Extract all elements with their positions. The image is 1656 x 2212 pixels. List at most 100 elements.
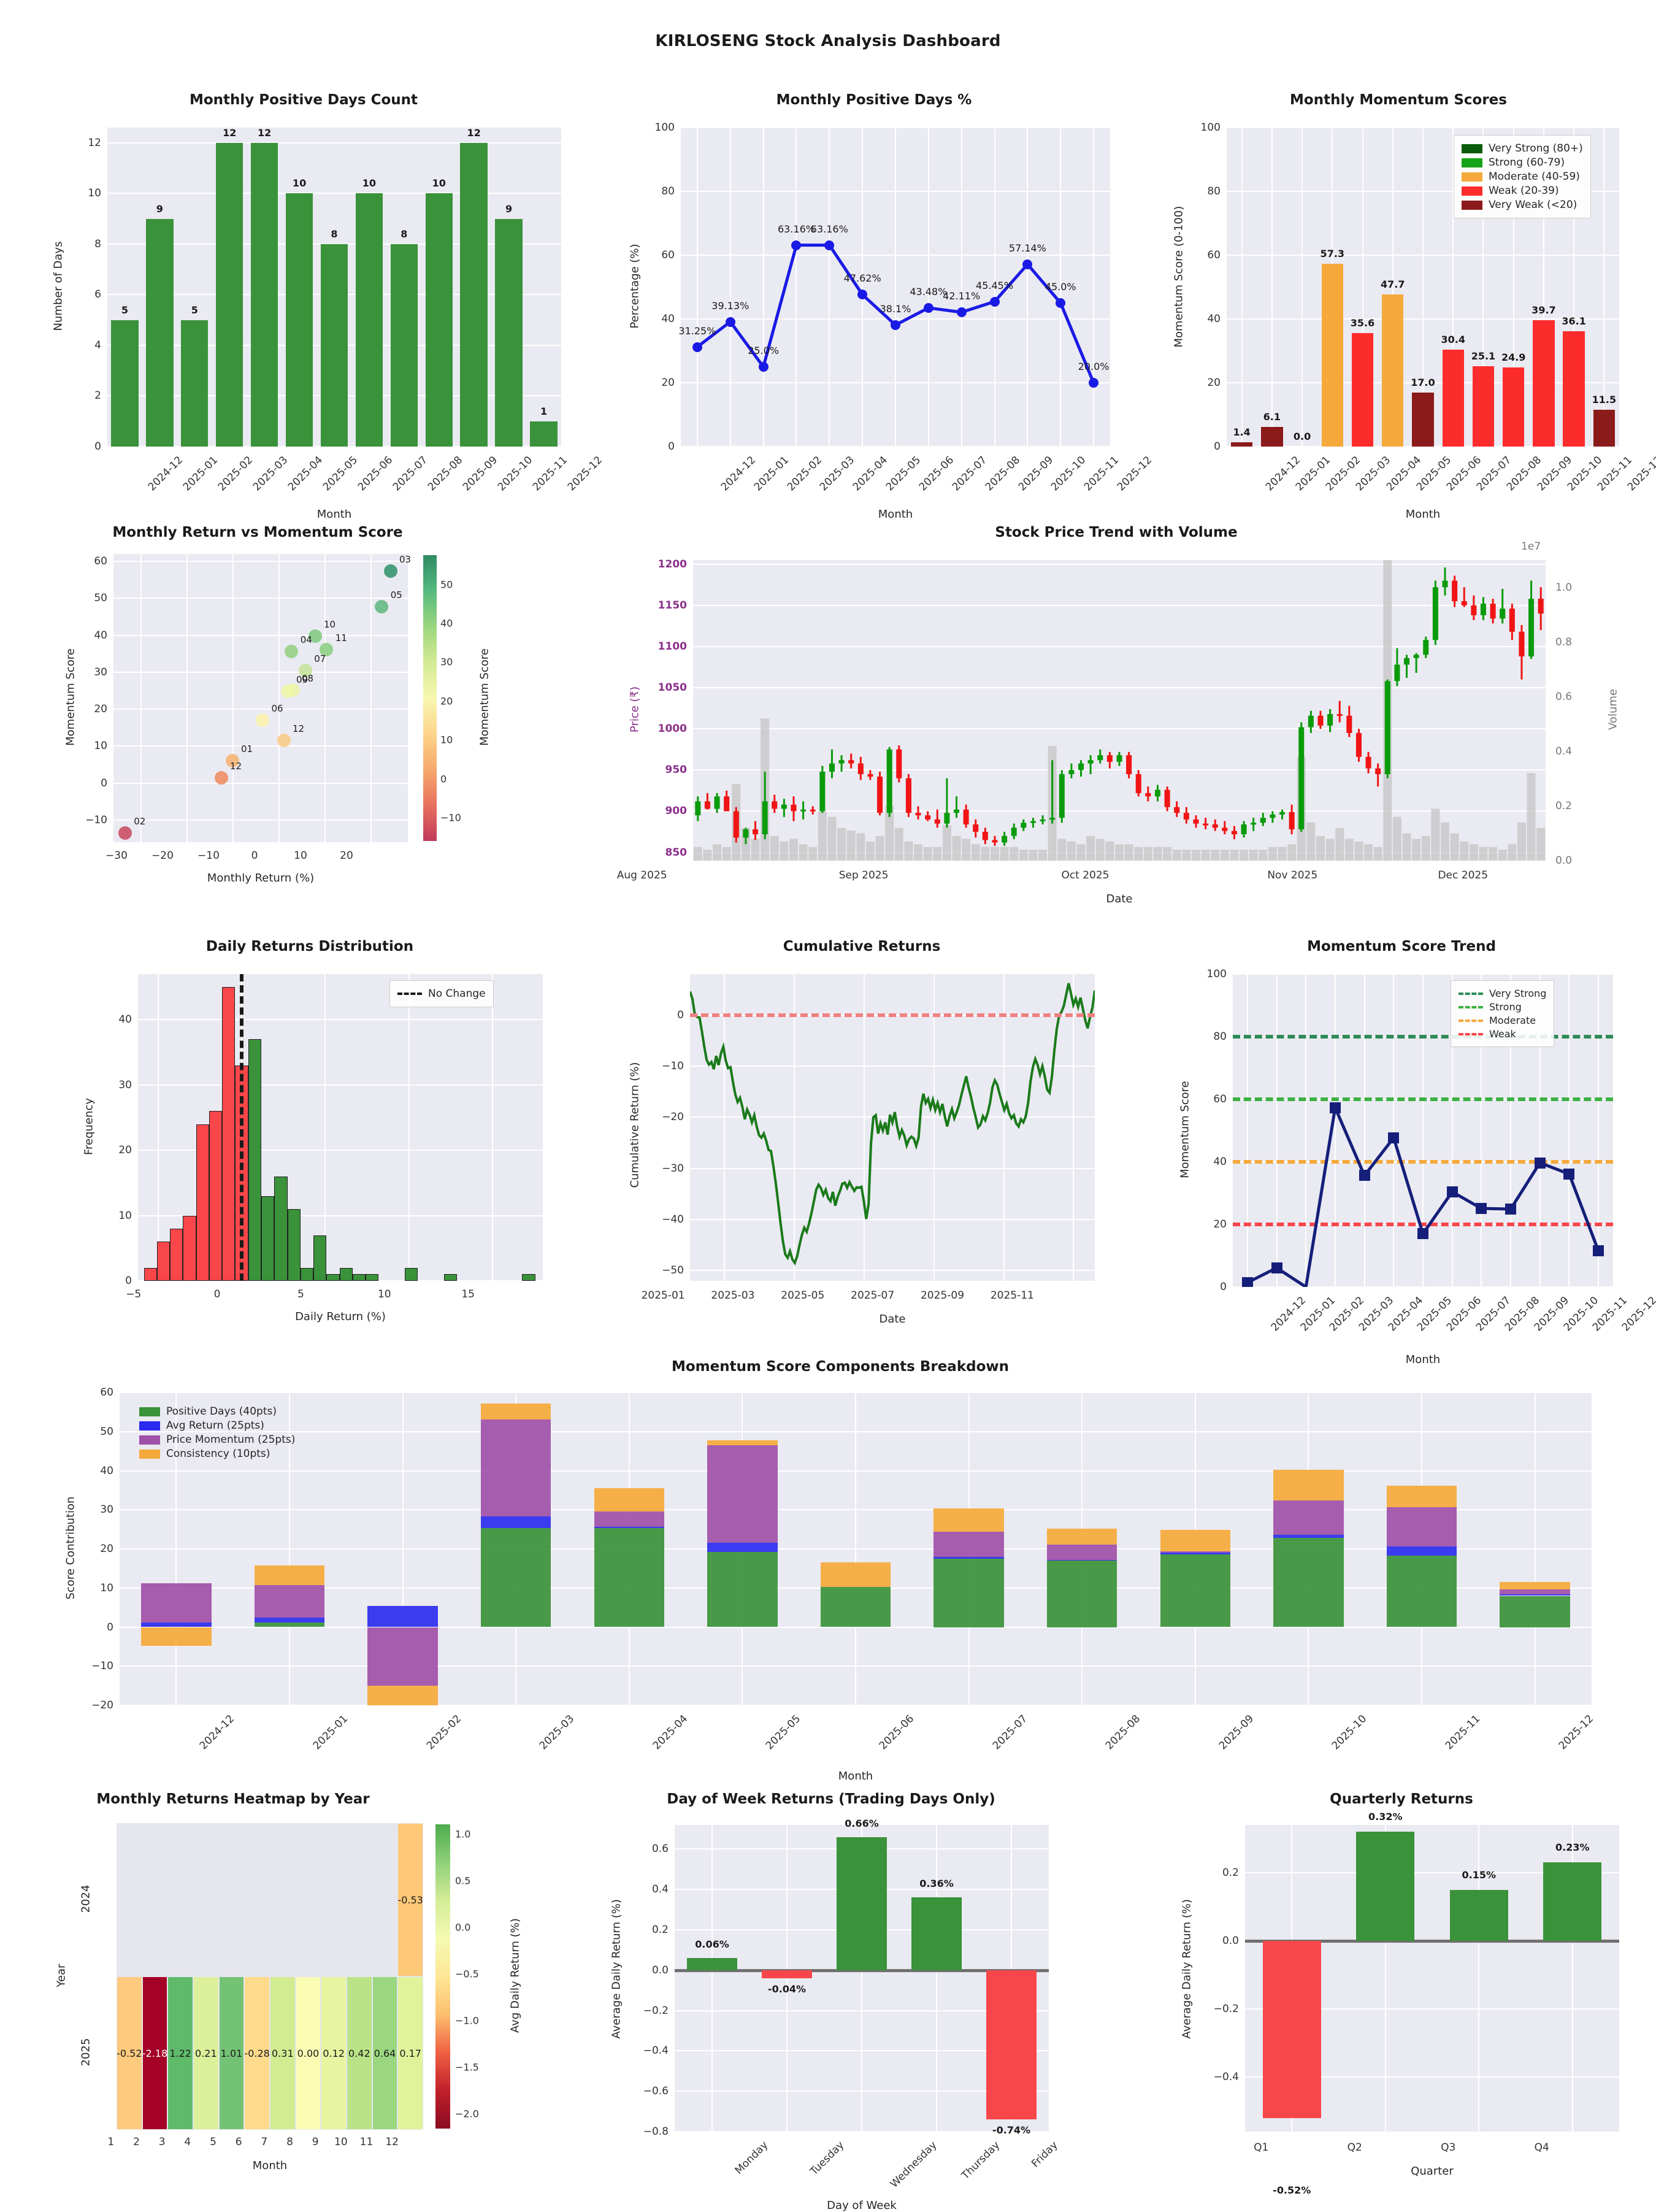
y-tick-label: 30	[118, 1078, 132, 1091]
point-value-label: 38.1%	[880, 302, 911, 315]
volume-bar	[1335, 828, 1344, 861]
y-tick-label: −0.4	[643, 2045, 669, 2057]
volume-bar	[1201, 850, 1210, 861]
x-tick-label: 10	[377, 1288, 391, 1300]
bar-value-label: -0.74%	[992, 2124, 1031, 2137]
volume-bar	[1134, 847, 1143, 861]
gridline	[693, 563, 1546, 565]
y-axis-label: Momentum Score	[64, 648, 77, 746]
data-point	[692, 342, 702, 352]
y-tick-label: 40	[94, 629, 107, 642]
colorbar-label: Avg Daily Return (%)	[508, 1918, 522, 2033]
data-point	[758, 362, 769, 372]
y-tick-label: 10	[118, 1209, 132, 1222]
candle-body	[1231, 831, 1237, 835]
gridline	[762, 128, 764, 447]
stacked-bar-segment	[933, 1558, 1004, 1627]
gridline	[113, 819, 408, 821]
volume-bar	[1220, 850, 1229, 861]
y-tick-label: 0	[107, 1621, 113, 1634]
bar	[146, 218, 174, 447]
candle-body	[1106, 755, 1113, 762]
bar-value-label: -0.52%	[1273, 2184, 1311, 2196]
volume-bar	[1431, 808, 1440, 861]
x-tick-label: −5	[126, 1288, 142, 1300]
gridline	[1334, 974, 1336, 1287]
candle-body	[695, 801, 701, 816]
gridline	[690, 1270, 1095, 1272]
stacked-bar-segment	[1273, 1470, 1344, 1500]
candle-body	[1087, 760, 1094, 764]
data-point	[256, 713, 269, 728]
candle-body	[1279, 812, 1286, 815]
legend-item: Weak (20-39)	[1462, 185, 1583, 197]
histogram-bar	[405, 1267, 418, 1281]
data-point	[1329, 1102, 1341, 1113]
y2-tick-label: 0.6	[1555, 690, 1573, 703]
y-axis-label: Average Daily Return (%)	[610, 1899, 623, 2039]
volume-bar	[1412, 839, 1421, 861]
volume-bar	[1508, 844, 1517, 861]
volume-bar	[1517, 822, 1526, 861]
volume-bar	[1268, 847, 1277, 861]
data-point	[824, 240, 835, 250]
gridline	[1422, 128, 1424, 447]
bar	[1230, 442, 1253, 447]
x-axis-label: Quarter	[1411, 2165, 1454, 2178]
y-tick-label: 10	[94, 740, 107, 753]
y-tick-label: 0.0	[1222, 1934, 1239, 1947]
candle-body	[1471, 605, 1477, 615]
x-axis-label: Date	[879, 1313, 906, 1326]
chart-monthly-positive-days-pct: Monthly Positive Days % 0 20 40 60 80 100 Perc…	[613, 92, 1155, 521]
x-axis-label: Daily Return (%)	[295, 1310, 386, 1323]
candle-body	[1011, 828, 1017, 836]
gridline	[786, 1825, 788, 2132]
x-tick-label: 2025-03	[711, 1289, 755, 1302]
stacked-bar-segment	[254, 1617, 325, 1623]
y-tick-label: 40	[100, 1464, 113, 1477]
data-point	[1476, 1202, 1487, 1214]
candle-body	[934, 819, 940, 824]
x-tick-label: 2025-07	[990, 1713, 1030, 1753]
bar-value-label: 0.15%	[1462, 1868, 1497, 1881]
plot-area: -0.53 -0.52 -2.18 1.22 0.21 1.01 -0.28 0.31 0.00…	[117, 1823, 423, 2130]
colorbar-tick: 40	[440, 617, 453, 629]
y-tick-label: 0	[101, 777, 107, 789]
volume-bar	[827, 816, 837, 861]
volume-bar	[1038, 850, 1048, 861]
point-label: 06	[271, 703, 283, 715]
y2-tick-label: 0.0	[1555, 854, 1573, 867]
gridline	[113, 709, 408, 710]
x-tick-label: Sep 2025	[838, 869, 889, 881]
y-tick-label: −40	[662, 1213, 684, 1226]
threshold-line	[1233, 1035, 1613, 1039]
y-axis-label: Average Daily Return (%)	[1180, 1899, 1194, 2039]
legend-swatch	[1462, 144, 1482, 153]
legend-label: Very Strong	[1489, 988, 1547, 999]
heatmap-cell: 1.01	[219, 1977, 244, 2129]
candle-body	[973, 824, 979, 832]
y-tick-label: −20	[662, 1111, 684, 1124]
bar	[1543, 1862, 1602, 1941]
legend-label: Avg Return (25pts)	[166, 1419, 264, 1432]
volume-bar	[1230, 850, 1239, 861]
x-tick-label: 2025-03	[251, 454, 291, 494]
y-tick-label: 60	[94, 555, 107, 568]
bar	[1412, 392, 1434, 447]
y-tick-label: −20	[91, 1699, 113, 1711]
y-tick-label: 1000	[657, 723, 687, 735]
y-tick-label: 30	[100, 1503, 113, 1516]
gridline	[1246, 974, 1248, 1287]
no-change-line	[240, 974, 244, 1281]
histogram-bar	[522, 1274, 535, 1281]
x-tick-label: Aug 2025	[616, 869, 667, 881]
bar-value-label: 17.0	[1411, 376, 1435, 388]
y-tick-label: 0	[125, 1275, 132, 1287]
x-tick-label: 2025-08	[983, 454, 1022, 494]
x-tick-label: 8	[286, 2136, 293, 2148]
gridline	[693, 604, 1546, 606]
candle-body	[1452, 580, 1458, 602]
y-tick-label: 850	[665, 846, 688, 859]
gridline	[1568, 974, 1570, 1287]
y-tick-label: 10	[100, 1581, 113, 1594]
